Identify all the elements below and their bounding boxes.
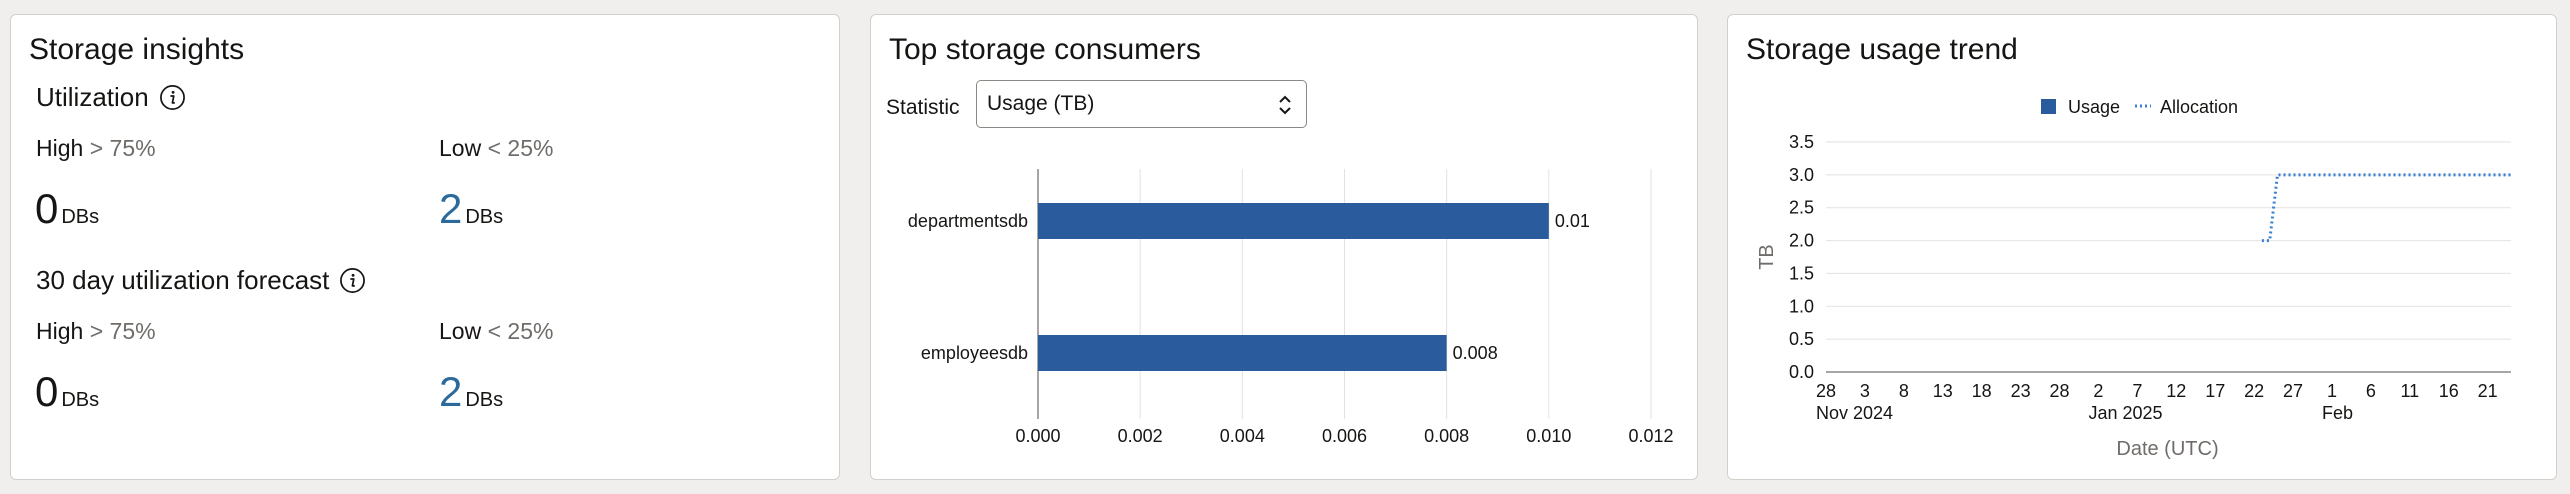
low-threshold: < 25% (487, 135, 554, 161)
x-tick-label: 13 (1933, 381, 1953, 401)
forecast-high-db-count[interactable]: 0 DBs (35, 371, 99, 413)
y-tick-label: 3.0 (1789, 165, 1814, 185)
low-label-text: Low (439, 135, 482, 161)
low-db-count-unit: DBs (465, 206, 504, 228)
y-category-label: employeesdb (921, 343, 1028, 363)
info-icon[interactable] (339, 267, 366, 294)
x-tick-label: 28 (2050, 381, 2070, 401)
low-label: Low < 25% (439, 135, 553, 162)
forecast-high-label: High > 75% (36, 318, 156, 345)
x-tick-sublabel: Feb (2322, 403, 2353, 423)
forecast-title: 30 day utilization forecast (36, 265, 366, 296)
x-tick-label: 28 (1816, 381, 1836, 401)
y-tick-label: 0.0 (1789, 362, 1814, 382)
chart-legend: Usage Allocation (2041, 97, 2238, 117)
statistic-select-value: Usage (TB) (987, 92, 1095, 115)
forecast-low-threshold: < 25% (487, 318, 554, 344)
bar[interactable] (1038, 203, 1549, 239)
card-title: Storage insights (29, 33, 245, 66)
legend-usage-swatch (2041, 99, 2056, 114)
x-tick-label: 22 (2244, 381, 2264, 401)
storage-trend-line-chart: Usage Allocation 0.0 0.5 1.0 1.5 2.0 2.5 3.0 3.5 T… (1756, 97, 2511, 460)
card-title: Storage usage trend (1746, 33, 2018, 66)
y-category-label: departmentsdb (908, 211, 1028, 231)
forecast-low-label: Low < 25% (439, 318, 553, 345)
x-tick-label: 11 (2400, 381, 2419, 401)
bar-data-label: 0.01 (1555, 211, 1590, 231)
y-tick-label: 1.0 (1789, 296, 1814, 316)
forecast-low-db-count-value: 2 (439, 368, 463, 415)
utilization-title: Utilization (36, 82, 186, 113)
high-label-text: High (36, 135, 84, 161)
low-db-count[interactable]: 2 DBs (439, 188, 503, 230)
x-tick-label: 0.010 (1526, 426, 1571, 446)
x-tick-label: 1 (2327, 381, 2337, 401)
low-db-count-value: 2 (439, 185, 463, 232)
forecast-low-db-count[interactable]: 2 DBs (439, 371, 503, 413)
x-tick-sublabel: Nov 2024 (1816, 403, 1893, 423)
storage-usage-trend-card: Storage usage trend Usage Allocation 0.0 0.… (1727, 14, 2557, 480)
x-tick-label: 0.012 (1628, 426, 1673, 446)
card-title: Top storage consumers (889, 33, 1201, 66)
x-tick-label: 0.008 (1424, 426, 1469, 446)
y-tick-label: 2.5 (1789, 198, 1814, 218)
high-threshold: > 75% (89, 135, 156, 161)
x-tick-label: 18 (1972, 381, 1992, 401)
x-tick-label: 7 (2132, 381, 2142, 401)
allocation-series-line[interactable] (2261, 173, 2511, 243)
high-db-count-unit: DBs (61, 206, 100, 228)
x-tick-label: 16 (2439, 381, 2459, 401)
high-db-count[interactable]: 0 DBs (35, 188, 99, 230)
forecast-high-db-count-value: 0 (35, 368, 59, 415)
utilization-title-text: Utilization (36, 82, 149, 112)
x-tick-label: 2 (2093, 381, 2103, 401)
x-tick-label: 6 (2366, 381, 2376, 401)
x-tick-label: 0.006 (1322, 426, 1367, 446)
forecast-low-label-text: Low (439, 318, 482, 344)
top-storage-consumers-card: Top storage consumers Statistic Usage (T… (870, 14, 1698, 480)
x-tick-label: 0.002 (1118, 426, 1163, 446)
x-tick-label: 12 (2166, 381, 2186, 401)
x-tick-label: 0.000 (1015, 426, 1060, 446)
storage-insights-card: Storage insights Utilization High > 75% … (10, 14, 840, 480)
y-tick-label: 1.5 (1789, 263, 1814, 283)
y-axis-title: TB (1756, 244, 1778, 270)
info-icon[interactable] (159, 84, 186, 111)
high-label: High > 75% (36, 135, 156, 162)
x-tick-label: 17 (2205, 381, 2225, 401)
high-db-count-value: 0 (35, 185, 59, 232)
y-tick-label: 0.5 (1789, 329, 1814, 349)
bar-data-label: 0.008 (1453, 343, 1498, 363)
x-axis-title: Date (UTC) (2116, 438, 2218, 460)
bar[interactable] (1038, 335, 1447, 371)
forecast-title-text: 30 day utilization forecast (36, 265, 330, 295)
x-tick-label: 3 (1860, 381, 1870, 401)
legend-usage-label: Usage (2068, 97, 2120, 117)
chevron-up-down-icon (1279, 95, 1291, 115)
x-tick-label: 0.004 (1220, 426, 1265, 446)
statistic-label: Statistic (886, 96, 960, 119)
forecast-high-label-text: High (36, 318, 84, 344)
x-tick-sublabel: Jan 2025 (2088, 403, 2162, 423)
y-tick-label: 2.0 (1789, 231, 1814, 251)
x-tick-label: 21 (2478, 381, 2498, 401)
x-tick-label: 27 (2283, 381, 2303, 401)
y-tick-label: 3.5 (1789, 132, 1814, 152)
forecast-low-db-count-unit: DBs (465, 389, 504, 411)
forecast-high-threshold: > 75% (89, 318, 156, 344)
forecast-high-db-count-unit: DBs (61, 389, 100, 411)
top-consumers-bar-chart: 0.000 0.002 0.004 0.006 0.008 0.010 0.012 depar… (908, 169, 1674, 446)
x-tick-label: 8 (1899, 381, 1909, 401)
legend-allocation-label: Allocation (2160, 97, 2238, 117)
x-tick-label: 23 (2011, 381, 2031, 401)
statistic-select[interactable]: Usage (TB) (976, 80, 1307, 128)
